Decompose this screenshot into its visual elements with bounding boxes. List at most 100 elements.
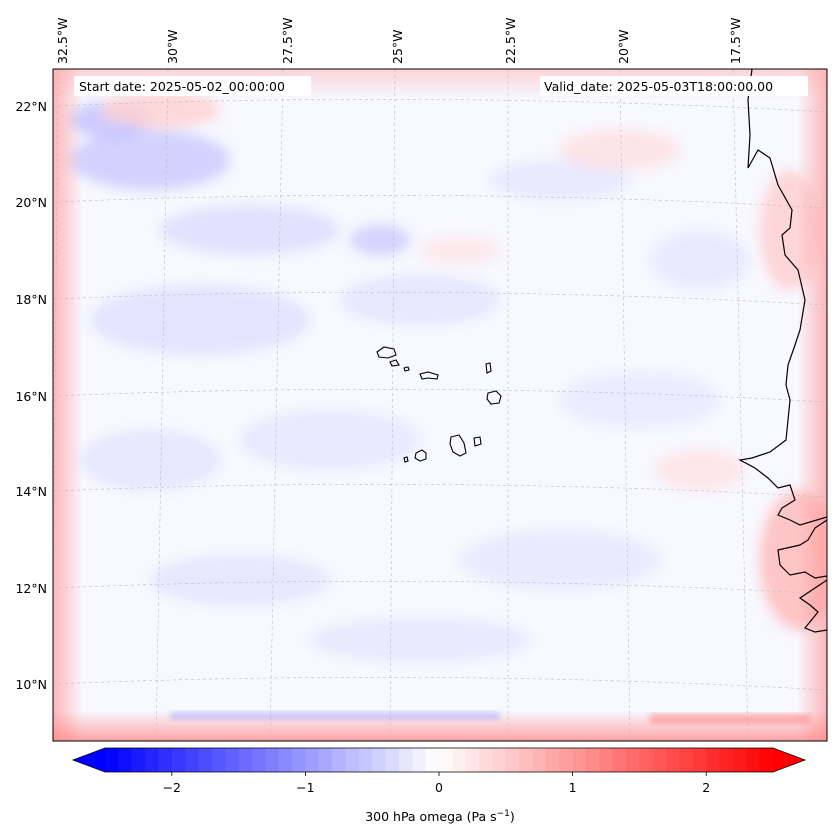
colorbar-cell [692,748,707,772]
colorbar-label-exponent: −1 [497,809,510,819]
colorbar-cell [412,748,427,772]
colorbar-cell [211,748,226,772]
parallel-line [53,388,827,403]
colorbar-label: 300 hPa omega (Pa s−1) [365,809,515,824]
blob-blue [240,410,420,470]
colorbar-cell [318,748,333,772]
blob-blue [650,230,750,290]
colorbar-cell [372,748,387,772]
colorbar-cell [732,748,747,772]
lat-label: 14°N [15,484,47,499]
colorbar-cell [425,748,440,772]
parallel-line [53,98,827,113]
colorbar-cell [265,748,280,772]
blob-blue [150,555,330,605]
blob-blue [90,285,310,355]
start-date-box [74,76,311,96]
island-santo-antao [376,346,397,359]
colorbar-cell [131,748,146,772]
blob-blue [160,205,340,255]
colorbar-cell [105,748,119,772]
colorbar-extend-low [73,748,105,772]
colorbar-cell [612,748,627,772]
lon-label: 27.5°W [280,18,295,64]
colorbar-tick-label: 2 [702,780,710,795]
colorbar-cell [332,748,347,772]
colorbar-cell [278,748,293,772]
valid-date-text: Valid_date: 2025-05-03T18:00:00.00 [544,79,773,94]
colorbar-cell [185,748,200,772]
blob-blue [560,372,720,428]
lat-label: 16°N [15,389,47,404]
colorbar-tick-label: −1 [296,780,314,795]
colorbar-cell [345,748,360,772]
omega-field [53,69,827,741]
edge-left [53,69,83,741]
parallel-line [53,580,827,595]
colorbar-cell [652,748,667,772]
island-maio [473,436,482,447]
lon-label: 22.5°W [503,18,518,64]
colorbar-tick-label: 0 [435,780,443,795]
blob-blue [70,130,230,190]
longitude-labels: 32.5°W 30°W 27.5°W 25°W 22.5°W 20°W 17.5… [55,18,743,64]
meridian-line [155,69,169,741]
parallel-line [53,483,827,498]
colorbar-cell [639,748,654,772]
colorbar-cell [439,748,453,772]
island-sao-nicolau [419,371,439,380]
island-boa-vista [486,390,502,405]
meridian-line [389,69,396,741]
colorbar-label-close: ) [510,809,515,824]
lon-label: 20°W [616,29,631,64]
colorbar-cell [666,748,681,772]
parallel-line [53,676,827,691]
field-blobs [70,92,827,662]
bottom-blue-band [170,712,500,720]
colorbar-cell [626,748,640,772]
colorbar-cell [719,748,734,772]
colorbar-cell [479,748,494,772]
colorbar-tick-label: −2 [163,780,181,795]
island-sao-vicente [389,359,400,367]
island-sal [485,362,492,374]
parallel-line [53,291,827,306]
colorbar-cell [198,748,213,772]
lon-label: 30°W [165,29,180,64]
blob-blue [460,530,660,590]
blob-red [655,450,745,490]
blob-red [560,130,680,170]
colorbar-cell [559,748,574,772]
colorbar-cell [171,748,186,772]
meridian-line [619,69,631,741]
colorbar-label-main: 300 hPa omega (Pa s [365,809,496,824]
colorbar-ticks: −2 −1 0 1 2 [163,772,710,795]
colorbar-cell [706,748,721,772]
lon-label: 25°W [390,29,405,64]
lat-label: 10°N [15,677,47,692]
colorbar-cell [225,748,240,772]
colorbar-cell [545,748,560,772]
colorbar-cell [118,748,133,772]
blob-red [100,92,220,128]
edge-right [797,69,827,741]
colorbar-cell [158,748,173,772]
island-brava [403,456,409,463]
blob-red [420,236,500,264]
colorbar-cell [679,748,694,772]
colorbar-cell [519,748,534,772]
colorbar-cell [358,748,373,772]
colorbar-cell [492,748,507,772]
colorbar-cell [292,748,306,772]
lat-label: 18°N [15,292,47,307]
blob-blue [490,160,630,200]
blob-blue [310,618,530,662]
blob-blue [350,225,410,255]
meridian-line [732,69,749,741]
bottom-red-band [650,714,810,724]
colorbar-cell [585,748,600,772]
meridian-line [53,69,59,663]
colorbar-outline [71,747,807,773]
lat-label: 12°N [15,581,47,596]
